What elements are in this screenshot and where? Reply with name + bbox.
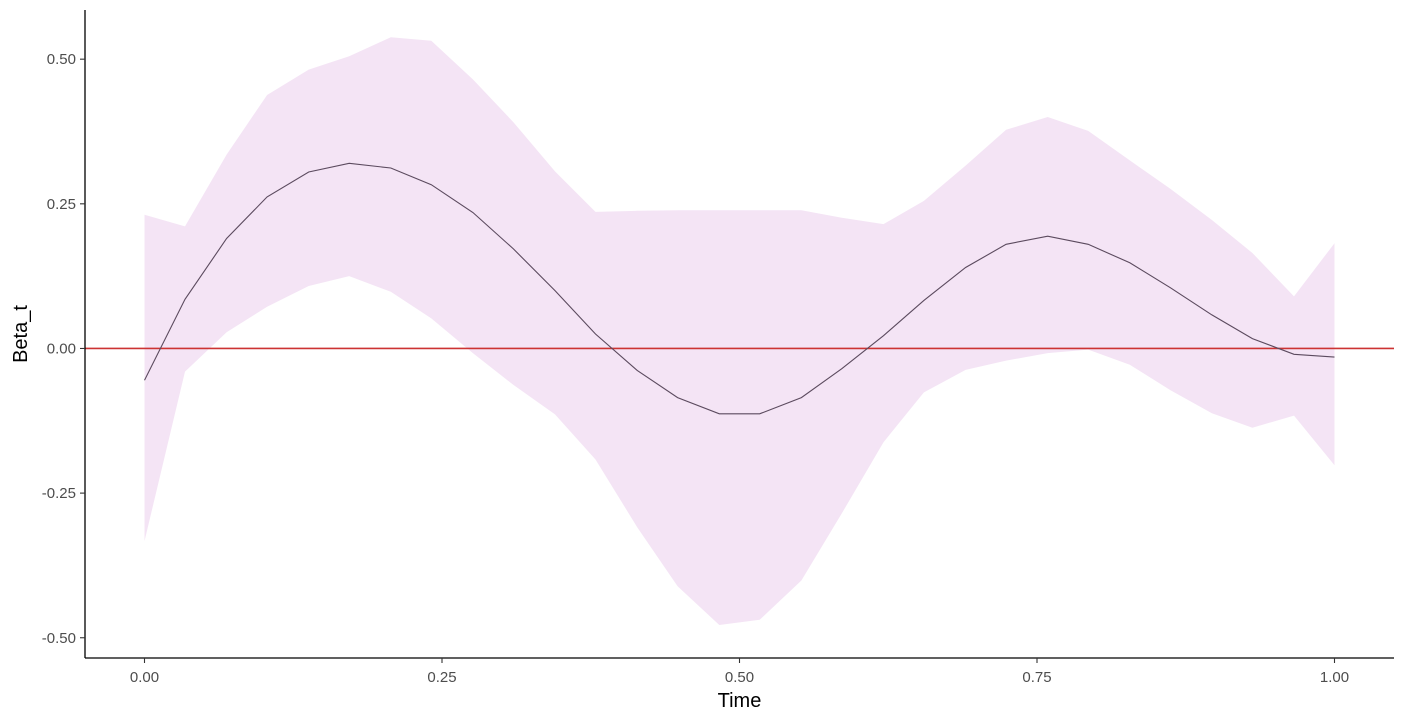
y-ticks: -0.50 -0.25 0.00 0.25 0.50 <box>42 51 85 647</box>
y-tick-label: -0.25 <box>42 485 76 502</box>
axes: 0.00 0.25 0.50 0.75 1.00 -0.50-0.250.000.250… <box>42 10 1394 686</box>
y-axis-title: Beta_t <box>10 305 32 363</box>
y-tick-label: 0.50 <box>47 51 76 68</box>
x-tick-label: 1.00 <box>1320 669 1349 686</box>
x-tick-label: 0.50 <box>725 669 754 686</box>
plot-area <box>85 37 1394 625</box>
y-tick-label: 0.25 <box>47 196 76 213</box>
beta-line <box>144 162 1335 415</box>
x-tick-label: 0.25 <box>427 669 456 686</box>
y-tick-label: -0.50 <box>42 630 76 647</box>
confidence-band <box>144 37 1335 625</box>
x-tick-label: 0.75 <box>1022 669 1051 686</box>
x-tick-label: 0.00 <box>130 669 159 686</box>
x-ticks: 0.00 0.25 0.50 0.75 1.00 <box>130 658 1349 686</box>
x-axis-title: Time <box>718 690 762 712</box>
y-tick-label: 0.00 <box>47 340 76 357</box>
